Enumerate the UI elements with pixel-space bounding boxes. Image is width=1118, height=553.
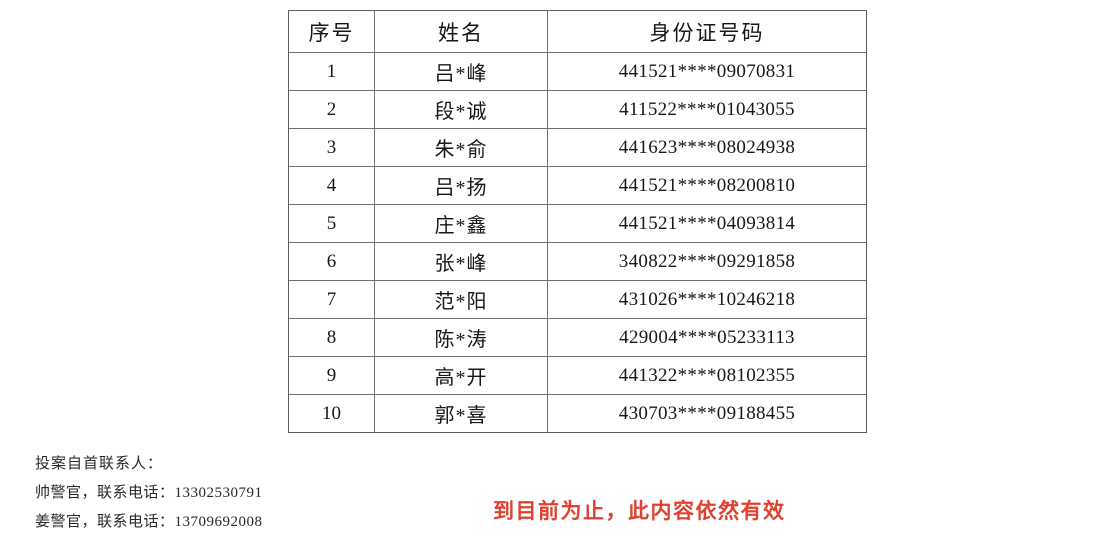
table-row: 5 庄*鑫 441521****04093814 bbox=[288, 204, 867, 243]
cell-name: 吕*扬 bbox=[374, 166, 548, 205]
contact-heading: 投案自首联系人： bbox=[35, 456, 164, 472]
table-row: 1 吕*峰 441521****09070831 bbox=[288, 52, 867, 91]
cell-name: 郭*喜 bbox=[374, 394, 548, 433]
suspect-list-table: 序号 姓名 身份证号码 1 吕*峰 441521****09070831 2 段… bbox=[288, 10, 867, 433]
cell-id-number: 441322****08102355 bbox=[547, 356, 867, 395]
cell-name: 高*开 bbox=[374, 356, 548, 395]
cell-id-number: 340822****09291858 bbox=[547, 242, 867, 281]
column-header-id-number: 身份证号码 bbox=[547, 10, 867, 53]
table-row: 8 陈*涛 429004****05233113 bbox=[288, 318, 867, 357]
table-row: 10 郭*喜 430703****09188455 bbox=[288, 394, 867, 433]
cell-sequence: 4 bbox=[288, 166, 375, 205]
cell-id-number: 431026****10246218 bbox=[547, 280, 867, 319]
cell-sequence: 3 bbox=[288, 128, 375, 167]
table-row: 2 段*诚 411522****01043055 bbox=[288, 90, 867, 129]
cell-name: 陈*涛 bbox=[374, 318, 548, 357]
cell-name: 吕*峰 bbox=[374, 52, 548, 91]
cell-id-number: 441521****08200810 bbox=[547, 166, 867, 205]
table-row: 3 朱*俞 441623****08024938 bbox=[288, 128, 867, 167]
table-header-row: 序号 姓名 身份证号码 bbox=[288, 10, 867, 53]
table-row: 9 高*开 441322****08102355 bbox=[288, 356, 867, 395]
cell-name: 庄*鑫 bbox=[374, 204, 548, 243]
table-body: 1 吕*峰 441521****09070831 2 段*诚 411522***… bbox=[288, 52, 867, 433]
cell-sequence: 1 bbox=[288, 52, 375, 91]
validity-notice-text: 到目前为止，此内容依然有效 bbox=[493, 499, 786, 523]
cell-name: 段*诚 bbox=[374, 90, 548, 129]
cell-sequence: 6 bbox=[288, 242, 375, 281]
cell-name: 张*峰 bbox=[374, 242, 548, 281]
cell-sequence: 10 bbox=[288, 394, 375, 433]
cell-id-number: 441521****09070831 bbox=[547, 52, 867, 91]
column-header-sequence: 序号 bbox=[288, 10, 375, 53]
cell-id-number: 441521****04093814 bbox=[547, 204, 867, 243]
column-header-name: 姓名 bbox=[374, 10, 548, 53]
cell-sequence: 2 bbox=[288, 90, 375, 129]
table-row: 6 张*峰 340822****09291858 bbox=[288, 242, 867, 281]
cell-name: 范*阳 bbox=[374, 280, 548, 319]
contact-officer-jiang: 姜警官，联系电话：13709692008 bbox=[35, 514, 263, 530]
table-row: 7 范*阳 431026****10246218 bbox=[288, 280, 867, 319]
cell-sequence: 5 bbox=[288, 204, 375, 243]
contact-officer-shuai: 帅警官，联系电话：13302530791 bbox=[35, 485, 263, 501]
cell-id-number: 441623****08024938 bbox=[547, 128, 867, 167]
cell-id-number: 411522****01043055 bbox=[547, 90, 867, 129]
table-row: 4 吕*扬 441521****08200810 bbox=[288, 166, 867, 205]
cell-id-number: 429004****05233113 bbox=[547, 318, 867, 357]
cell-sequence: 9 bbox=[288, 356, 375, 395]
contact-information-block: 投案自首联系人： 帅警官，联系电话：13302530791 姜警官，联系电话：1… bbox=[35, 450, 365, 537]
cell-name: 朱*俞 bbox=[374, 128, 548, 167]
cell-id-number: 430703****09188455 bbox=[547, 394, 867, 433]
cell-sequence: 8 bbox=[288, 318, 375, 357]
cell-sequence: 7 bbox=[288, 280, 375, 319]
